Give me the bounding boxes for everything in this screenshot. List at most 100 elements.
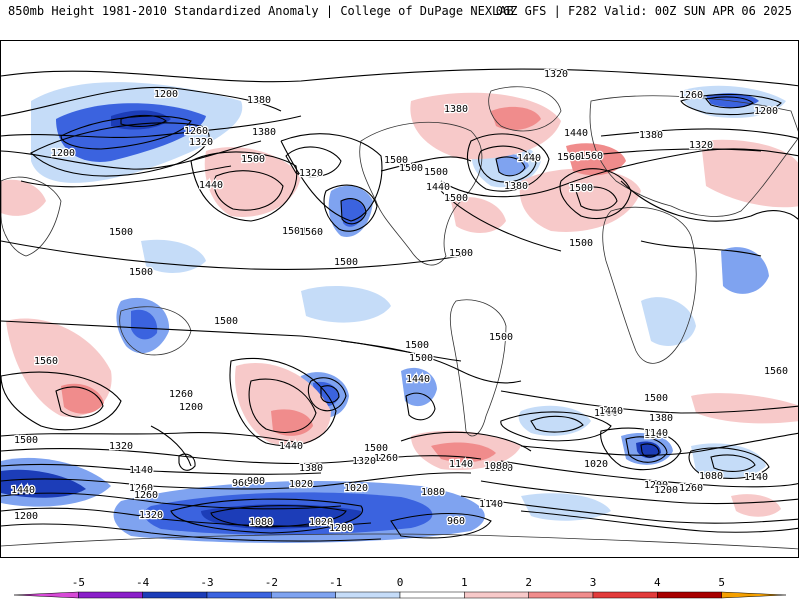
- positive-anomaly-region: [701, 139, 798, 208]
- positive-anomaly-region: [431, 442, 496, 463]
- coastline-north-america: [359, 121, 483, 266]
- contour-label: 1200: [14, 511, 38, 522]
- coastline-europe-asia: [589, 95, 798, 217]
- positive-anomaly-region: [1, 179, 46, 216]
- negative-anomaly-region: [496, 154, 529, 176]
- coastline-africa: [602, 206, 697, 364]
- contour-label: 1080: [484, 461, 508, 472]
- contour-line: [710, 454, 756, 472]
- contour-label: 1500: [489, 332, 513, 343]
- contour-label: 1380: [247, 95, 271, 106]
- contour-label: 1260: [134, 490, 158, 501]
- contour-line: [1, 492, 342, 510]
- contour-line: [600, 427, 682, 471]
- contour-line: [1, 507, 372, 527]
- coastline-australia: [119, 306, 192, 356]
- contour-line: [680, 93, 782, 116]
- contour-label: 1380: [252, 127, 276, 138]
- contour-label: 1260: [679, 483, 703, 494]
- contour-label: 1500: [444, 193, 468, 204]
- contour-line: [340, 340, 522, 384]
- contour-label: 1500: [241, 154, 265, 165]
- coastline-east-asia: [1, 176, 62, 257]
- contour-label: 1020: [344, 483, 368, 494]
- colorbar-tick-label: -5: [71, 576, 85, 589]
- contour-label: 1440: [406, 374, 430, 385]
- contour-line: [307, 377, 347, 412]
- contour-line: [20, 165, 232, 188]
- contour-label: 1260: [679, 90, 703, 101]
- contour-label: 1440: [599, 406, 623, 417]
- contour-label: 1500: [282, 226, 306, 237]
- contour-line: [1, 523, 382, 542]
- contour-label: 1140: [744, 472, 768, 483]
- contour-label: 1380: [639, 130, 663, 141]
- colorbar-segment: [271, 591, 336, 599]
- contour-label: 1320: [299, 168, 323, 179]
- colorbar-tick-label: 1: [461, 576, 468, 589]
- contour-line: [210, 505, 347, 528]
- contour-line: [60, 115, 192, 150]
- map-panel: 1320 1200 1260 1320 1380 1200 1380 1500 1500 1440…: [0, 40, 799, 558]
- contour-line: [478, 145, 537, 183]
- contour-label: 1500: [14, 435, 38, 446]
- contour-label: 1500: [109, 227, 133, 238]
- contour-line: [229, 357, 337, 447]
- contour-label: 1200: [644, 480, 668, 491]
- contour-label: 1140: [644, 428, 668, 439]
- contour-line: [688, 447, 770, 479]
- negative-anomaly-region: [1, 469, 86, 498]
- contour-label: 1440: [564, 128, 588, 139]
- contour-label: 1560: [299, 227, 323, 238]
- contour-label: 1380: [649, 413, 673, 424]
- contour-line: [600, 128, 798, 139]
- contour-line: [1, 472, 472, 490]
- contour-line: [580, 148, 762, 157]
- negative-anomaly-region: [131, 309, 158, 340]
- negative-anomaly-region: [521, 493, 611, 521]
- contour-line: [405, 392, 436, 421]
- positive-anomaly-region: [731, 494, 781, 517]
- contour-line: [495, 156, 526, 177]
- contour-label: 1500: [409, 353, 433, 364]
- contour-label: 1020: [289, 479, 313, 490]
- contour-line: [400, 431, 532, 452]
- positive-anomaly-region: [691, 393, 798, 424]
- contour-label: 1260: [374, 453, 398, 464]
- contour-label: 1140: [449, 459, 473, 470]
- colorbar-tick-label: -4: [136, 576, 150, 589]
- contour-line: [575, 186, 618, 211]
- negative-anomaly-region: [641, 297, 696, 346]
- contour-label: 1380: [504, 181, 528, 192]
- contour-label: 1320: [139, 510, 163, 521]
- colorbar: [13, 591, 787, 599]
- positive-anomaly-region: [491, 106, 541, 131]
- contour-label: 1500: [594, 408, 618, 419]
- height-contours: [1, 68, 798, 542]
- colorbar-segment: [78, 591, 143, 599]
- contour-line: [500, 390, 798, 414]
- contour-line: [704, 96, 754, 109]
- contour-line: [500, 460, 798, 488]
- contour-label: 1320: [352, 456, 376, 467]
- contour-label: 1260: [184, 126, 208, 137]
- positive-anomaly-region: [61, 383, 104, 414]
- anomaly-fills: [1, 82, 798, 543]
- contour-line: [500, 411, 612, 442]
- colorbar-tick-label: 2: [525, 576, 532, 589]
- colorbar-tick-label: -3: [200, 576, 214, 589]
- contour-line: [467, 133, 550, 192]
- contour-line: [120, 114, 167, 127]
- contour-label: 1500: [569, 238, 593, 249]
- contour-line: [640, 240, 762, 257]
- coastlines: [1, 86, 798, 550]
- coastline-greenland: [488, 86, 562, 132]
- contour-line: [530, 415, 584, 433]
- contour-line: [520, 432, 798, 456]
- contour-label: 1200: [489, 463, 513, 474]
- contour-line: [559, 168, 632, 220]
- contour-line: [1, 371, 122, 431]
- contour-line: [1, 432, 302, 444]
- model-run-info: 06Z GFS | F282 Valid: 00Z SUN APR 06 202…: [495, 4, 792, 18]
- contour-line: [440, 148, 798, 198]
